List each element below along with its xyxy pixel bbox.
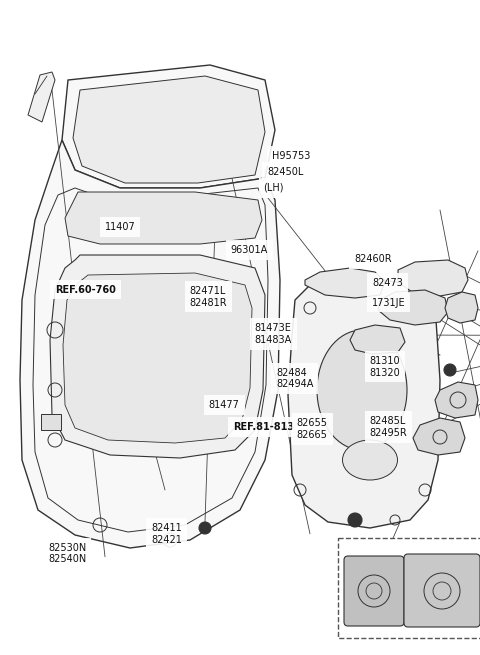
- Polygon shape: [65, 192, 262, 244]
- Text: H95753: H95753: [272, 151, 310, 161]
- Text: 82655
82665: 82655 82665: [297, 419, 328, 440]
- Ellipse shape: [343, 440, 397, 480]
- Text: 96301A: 96301A: [230, 245, 268, 255]
- FancyBboxPatch shape: [404, 554, 480, 627]
- Circle shape: [199, 522, 211, 534]
- Polygon shape: [398, 260, 468, 296]
- Polygon shape: [413, 418, 465, 455]
- Circle shape: [348, 513, 362, 527]
- Text: 82485L
82495R: 82485L 82495R: [370, 417, 408, 438]
- Polygon shape: [28, 72, 55, 122]
- Text: 82411
82421: 82411 82421: [151, 523, 182, 544]
- Text: 1731JE: 1731JE: [372, 297, 406, 308]
- Text: REF.60-760: REF.60-760: [55, 284, 116, 295]
- Text: 82473: 82473: [372, 278, 403, 288]
- Polygon shape: [62, 65, 275, 188]
- Text: 82484
82494A: 82484 82494A: [276, 368, 313, 389]
- Text: 82460R: 82460R: [354, 253, 392, 264]
- Polygon shape: [73, 76, 265, 183]
- FancyBboxPatch shape: [344, 556, 404, 626]
- Polygon shape: [378, 290, 448, 325]
- Circle shape: [444, 364, 456, 376]
- Text: REF.81-813: REF.81-813: [233, 422, 294, 432]
- Polygon shape: [50, 255, 265, 458]
- Text: 81473E
81483A: 81473E 81483A: [254, 324, 292, 345]
- Ellipse shape: [317, 330, 407, 450]
- Polygon shape: [435, 382, 478, 418]
- Polygon shape: [63, 273, 252, 443]
- Polygon shape: [445, 292, 478, 323]
- Polygon shape: [20, 140, 280, 548]
- FancyBboxPatch shape: [41, 414, 61, 430]
- Text: 82450L: 82450L: [267, 167, 303, 178]
- Text: 81310
81320: 81310 81320: [370, 356, 400, 377]
- Polygon shape: [305, 268, 385, 298]
- Text: 81477: 81477: [209, 400, 240, 410]
- Polygon shape: [350, 325, 405, 354]
- Text: 82471L
82481R: 82471L 82481R: [190, 286, 227, 307]
- Text: 82530N
82540N: 82530N 82540N: [48, 543, 86, 564]
- Polygon shape: [288, 278, 440, 528]
- FancyBboxPatch shape: [338, 538, 480, 638]
- Text: (LH): (LH): [264, 183, 284, 193]
- Text: 11407: 11407: [105, 222, 135, 233]
